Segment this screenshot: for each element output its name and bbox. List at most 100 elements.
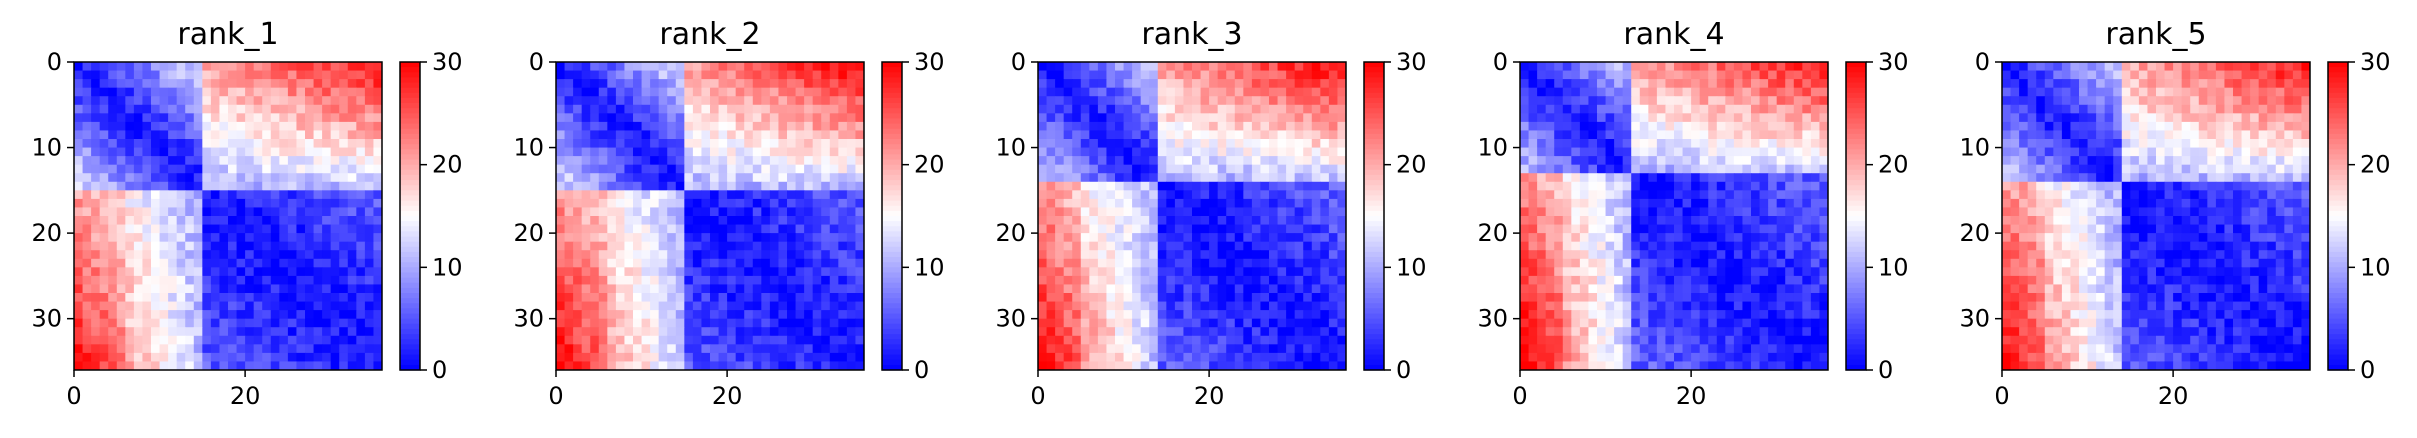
colorbar-segment xyxy=(882,164,902,171)
heatmap-cell xyxy=(1819,224,1829,234)
heatmap-cell xyxy=(838,267,848,277)
heatmap-cell xyxy=(1132,250,1142,260)
heatmap-cell xyxy=(1269,327,1279,337)
heatmap-cell xyxy=(710,173,720,183)
heatmap-cell xyxy=(1123,301,1133,311)
heatmap-cell xyxy=(1286,310,1296,320)
heatmap-cell xyxy=(1063,241,1073,251)
colorbar-segment xyxy=(400,169,420,176)
heatmap-cell xyxy=(125,267,135,277)
heatmap-cell xyxy=(615,130,625,140)
heatmap-cell xyxy=(761,233,771,243)
heatmap-cell xyxy=(1132,224,1142,234)
heatmap-cell xyxy=(1554,139,1564,149)
colorbar-segment xyxy=(1364,169,1384,176)
heatmap-cell xyxy=(744,96,754,106)
heatmap-cell xyxy=(1106,207,1116,217)
heatmap-cell xyxy=(270,139,280,149)
heatmap-cell xyxy=(633,121,643,131)
heatmap-cell xyxy=(615,327,625,337)
heatmap-cell xyxy=(185,275,195,285)
heatmap-cell xyxy=(219,275,229,285)
heatmap-cell xyxy=(581,344,591,354)
heatmap-cell xyxy=(718,62,728,72)
heatmap-cell xyxy=(108,258,118,268)
heatmap-cell xyxy=(1528,130,1538,140)
heatmap-cell xyxy=(615,181,625,191)
heatmap-cell xyxy=(607,139,617,149)
heatmap-cell xyxy=(1742,241,1752,251)
heatmap-cell xyxy=(598,121,608,131)
heatmap-cell xyxy=(1294,233,1304,243)
heatmap-cell xyxy=(598,275,608,285)
heatmap-cell xyxy=(684,104,694,114)
heatmap-cell xyxy=(1622,139,1632,149)
heatmap-cell xyxy=(1260,318,1270,328)
heatmap-cell xyxy=(270,267,280,277)
heatmap-cell xyxy=(1038,267,1048,277)
heatmap-cell xyxy=(1537,198,1547,208)
heatmap-cell xyxy=(624,190,634,200)
heatmap-cell xyxy=(1520,181,1530,191)
heatmap-cell xyxy=(846,224,856,234)
heatmap-cell xyxy=(1097,198,1107,208)
heatmap-cell xyxy=(322,310,332,320)
heatmap-cell xyxy=(1708,104,1718,114)
heatmap-cell xyxy=(1311,79,1321,89)
heatmap-cell xyxy=(253,164,263,174)
heatmap-cell xyxy=(1648,190,1658,200)
heatmap-cell xyxy=(185,216,195,226)
heatmap-cell xyxy=(1132,275,1142,285)
heatmap-cell xyxy=(1751,96,1761,106)
heatmap-cell xyxy=(846,344,856,354)
heatmap-cell xyxy=(1192,156,1202,166)
heatmap-cell xyxy=(692,139,702,149)
heatmap-cell xyxy=(752,130,762,140)
heatmap-cell xyxy=(1140,293,1150,303)
heatmap-cell xyxy=(701,130,711,140)
colorbar-segment xyxy=(1364,87,1384,94)
heatmap-cell xyxy=(1674,216,1684,226)
heatmap-cell xyxy=(769,79,779,89)
heatmap-cell xyxy=(1733,198,1743,208)
heatmap-cell xyxy=(855,173,865,183)
heatmap-cell xyxy=(804,335,814,345)
heatmap-cell xyxy=(356,301,366,311)
heatmap-cell xyxy=(1588,233,1598,243)
heatmap-cell xyxy=(1614,173,1624,183)
heatmap-cell xyxy=(322,241,332,251)
heatmap-cell xyxy=(752,96,762,106)
heatmap-cell xyxy=(607,335,617,345)
heatmap-cell xyxy=(176,190,186,200)
heatmap-cell xyxy=(846,352,856,362)
heatmap-cell xyxy=(142,250,152,260)
heatmap-cell xyxy=(1089,224,1099,234)
heatmap-cell xyxy=(347,164,357,174)
heatmap-cell xyxy=(1097,310,1107,320)
heatmap-cell xyxy=(1328,139,1338,149)
heatmap-cell xyxy=(581,318,591,328)
heatmap-cell xyxy=(279,62,289,72)
heatmap-cell xyxy=(1320,224,1330,234)
heatmap-cell xyxy=(1243,104,1253,114)
heatmap-cell xyxy=(193,335,203,345)
heatmap-cell xyxy=(1192,113,1202,123)
heatmap-cell xyxy=(1166,190,1176,200)
heatmap-cell xyxy=(159,352,169,362)
heatmap-cell xyxy=(1793,156,1803,166)
heatmap-cell xyxy=(1716,156,1726,166)
heatmap-cell xyxy=(364,173,374,183)
heatmap-cell xyxy=(1192,139,1202,149)
heatmap-cell xyxy=(1157,233,1167,243)
heatmap-cell xyxy=(710,275,720,285)
heatmap-cell xyxy=(236,250,246,260)
heatmap-cell xyxy=(133,113,143,123)
heatmap-cell xyxy=(1046,181,1056,191)
heatmap-cell xyxy=(1648,147,1658,157)
colorbar-tick-label: 20 xyxy=(432,151,463,179)
heatmap-cell xyxy=(1802,224,1812,234)
heatmap-cell xyxy=(1303,318,1313,328)
heatmap-cell xyxy=(262,173,272,183)
heatmap-cell xyxy=(1631,250,1641,260)
heatmap-cell xyxy=(1759,224,1769,234)
